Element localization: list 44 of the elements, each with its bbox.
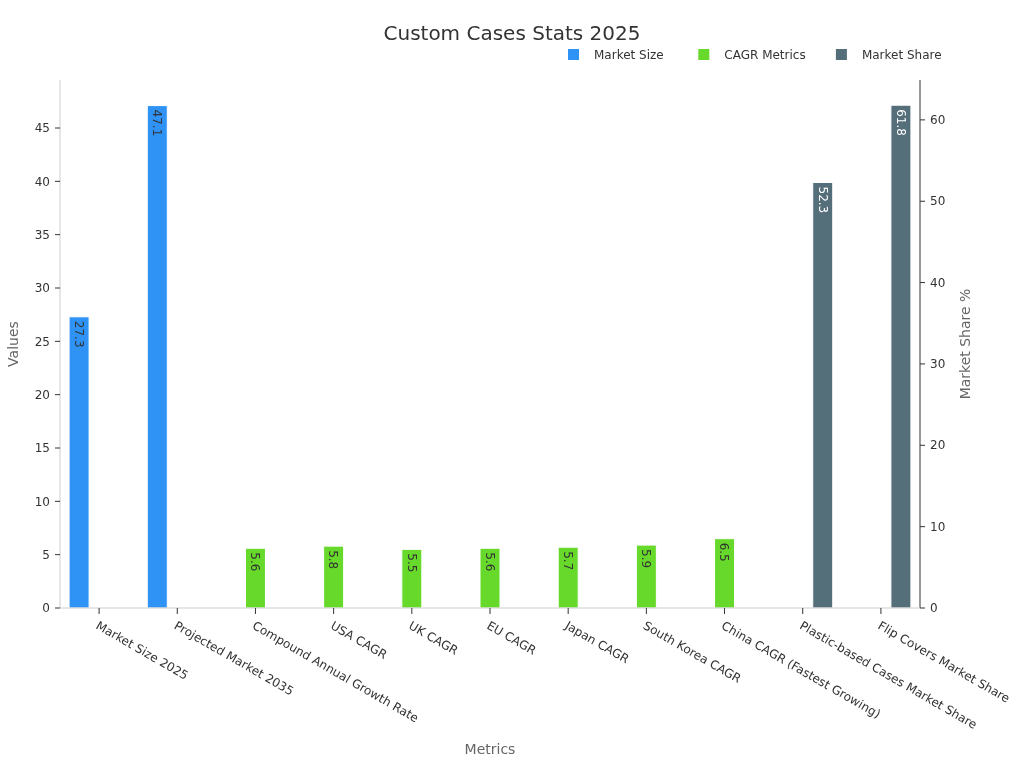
y2-axis-title: Market Share %	[957, 288, 973, 400]
y2-tick-label: 0	[930, 601, 938, 616]
data-label: 5.8	[326, 550, 341, 570]
bar	[479, 547, 501, 609]
y-tick-label: 45	[34, 121, 50, 136]
y-tick-label: 5	[42, 547, 50, 562]
bar	[68, 316, 90, 609]
chart-title: Custom Cases Stats 2025	[383, 21, 641, 45]
data-label: 52.3	[815, 186, 830, 214]
legend-label: Market Share	[861, 48, 942, 63]
bar	[323, 545, 345, 609]
y-tick-label: 40	[34, 174, 50, 189]
y2-tick-label: 20	[930, 438, 946, 453]
data-label: 27.3	[71, 320, 86, 348]
legend-label: CAGR Metrics	[724, 48, 806, 63]
y2-tick-label: 10	[930, 519, 946, 534]
y-tick-label: 25	[34, 334, 50, 349]
y-tick-label: 15	[34, 441, 50, 456]
data-label: 61.8	[893, 109, 908, 136]
y-tick-label: 0	[42, 601, 50, 616]
y-tick-label: 10	[34, 494, 50, 509]
y2-tick-label: 30	[930, 357, 946, 372]
y-tick-label: 30	[34, 281, 50, 296]
data-label: 5.6	[248, 552, 263, 572]
y2-tick-label: 40	[930, 275, 946, 290]
legend-label: Market Size	[594, 48, 664, 63]
data-label: 5.6	[482, 552, 497, 572]
bar	[557, 546, 579, 609]
data-label: 6.5	[717, 542, 732, 562]
data-label: 5.7	[560, 551, 575, 571]
data-label: 47.1	[150, 109, 165, 137]
data-label: 5.5	[404, 553, 419, 573]
bar	[401, 548, 423, 609]
y-tick-label: 20	[34, 387, 50, 402]
bar	[146, 105, 168, 609]
y-tick-label: 35	[34, 227, 50, 242]
data-label: 5.9	[639, 549, 654, 569]
y2-tick-label: 50	[930, 194, 946, 209]
y-axis-title: Values	[5, 321, 21, 367]
bar	[714, 538, 736, 609]
y2-tick-label: 60	[930, 113, 946, 128]
bar	[635, 544, 657, 609]
x-axis-title: Metrics	[464, 741, 516, 757]
bar	[244, 547, 266, 609]
